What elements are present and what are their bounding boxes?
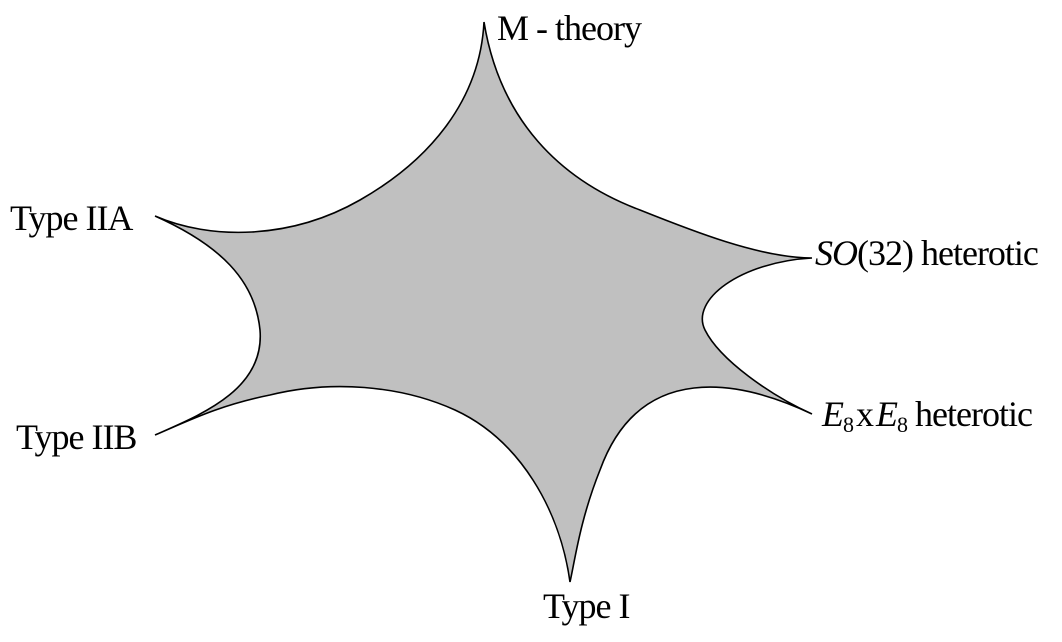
label-m-theory: M - theory: [497, 8, 642, 48]
so-rank: (32): [857, 233, 913, 273]
label-so32-heterotic: SO(32) heterotic: [815, 233, 1038, 273]
so-heterotic-suffix: heterotic: [913, 233, 1038, 273]
label-type-iia: Type IIA: [10, 198, 133, 238]
label-type-iib: Type IIB: [16, 417, 136, 457]
e8-heterotic-suffix: heterotic: [907, 394, 1032, 434]
e8-first-symbol: E: [821, 394, 844, 434]
e8-first-subscript: 8: [843, 412, 854, 437]
e8-times-sign: x: [856, 394, 874, 434]
label-type-i: Type I: [543, 586, 629, 626]
e8-second-subscript: 8: [897, 412, 908, 437]
moduli-space-region: [154, 21, 813, 583]
label-e8xe8-heterotic: E8xE8 heterotic: [821, 394, 1032, 437]
so-group-symbol: SO: [815, 233, 858, 273]
e8-second-symbol: E: [875, 394, 898, 434]
